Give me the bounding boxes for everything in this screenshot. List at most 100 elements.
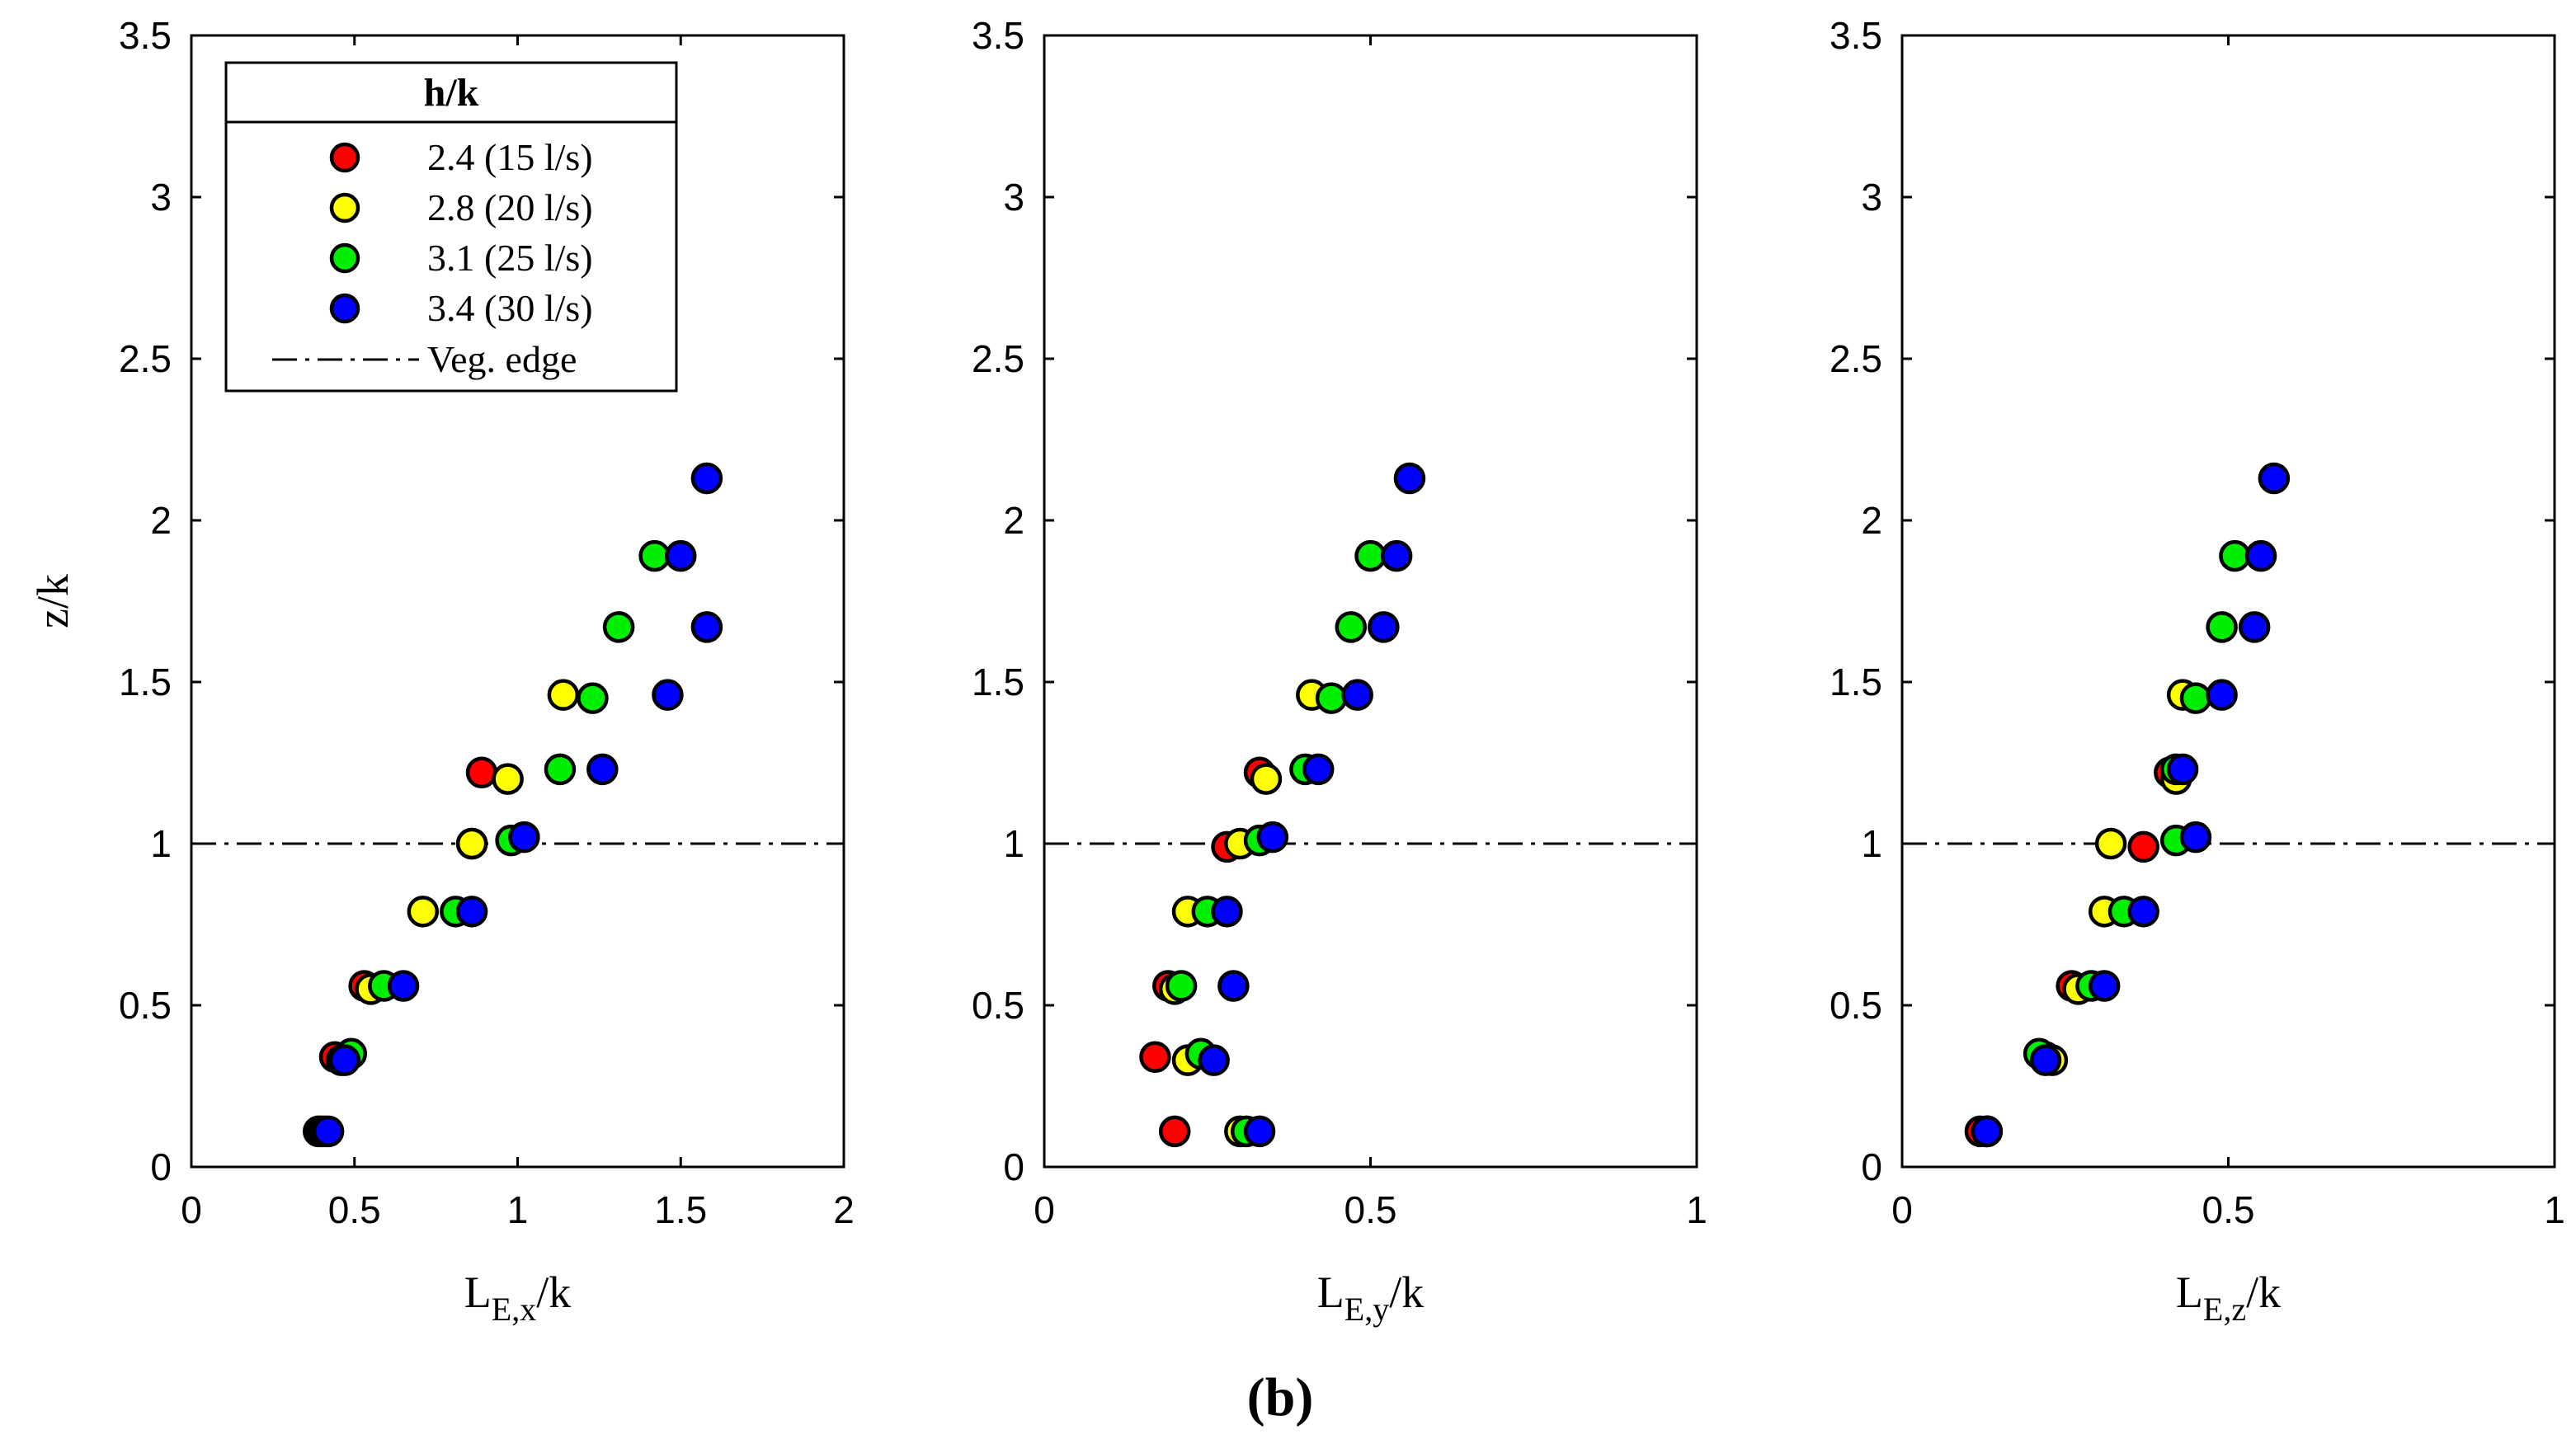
series-3.4 (30 l/s) [1198, 462, 1426, 1148]
data-point [544, 753, 577, 786]
y-tick-label: 2.5 [972, 337, 1024, 380]
y-tick-label: 3 [1861, 176, 1882, 219]
series-2.4 (15 l/s) [1964, 756, 2186, 1148]
y-tick-label: 3.5 [119, 14, 172, 57]
data-point [1158, 1115, 1191, 1148]
data-point [2127, 896, 2159, 928]
data-point [1335, 611, 1368, 643]
y-tick-label: 1 [150, 822, 172, 865]
x-tick-label: 0.5 [1345, 1188, 1397, 1231]
data-point [407, 896, 440, 928]
x-tick-label: 0 [181, 1188, 202, 1231]
x-tick-label: 0 [1034, 1188, 1055, 1231]
data-point [2094, 827, 2127, 860]
data-point [1165, 970, 1198, 1002]
data-point [2219, 539, 2251, 572]
legend-marker-3.4 [329, 293, 360, 324]
series-2.4 (15 l/s) [1139, 756, 1276, 1148]
data-point [690, 462, 723, 495]
x-axis-label: LE,y/k [1317, 1268, 1424, 1328]
x-tick-label: 1 [507, 1188, 529, 1231]
data-point [1211, 896, 1243, 928]
data-point [577, 682, 609, 714]
data-point [547, 679, 580, 711]
x-tick-label: 0.5 [2202, 1188, 2255, 1231]
data-point [328, 1044, 361, 1076]
data-point [638, 539, 671, 572]
y-tick-label: 3 [1003, 176, 1024, 219]
data-point [2166, 753, 2199, 786]
legend-entry-3.1: 3.1 (25 l/s) [427, 237, 593, 279]
data-point [455, 896, 488, 928]
data-point [2179, 682, 2212, 714]
x-tick-label: 0 [1891, 1188, 1913, 1231]
y-tick-label: 2.5 [119, 337, 172, 380]
y-tick-label: 0.5 [1830, 984, 1882, 1027]
plot-area-3 [1900, 34, 2556, 1169]
series-2.4 (15 l/s) [302, 756, 498, 1148]
legend-marker-2.8 [329, 192, 360, 223]
data-point [508, 821, 540, 854]
data-point [1217, 970, 1250, 1002]
data-point [1250, 763, 1283, 795]
data-point [665, 539, 697, 572]
y-axis-label: z/k [28, 574, 78, 628]
legend-veg-edge-label: Veg. edge [427, 338, 577, 380]
legend: h/k 2.4 (15 l/s) 2.8 (20 l/s) 3.1 (25 l/… [224, 61, 678, 393]
x-tick-label: 1.5 [654, 1188, 707, 1231]
y-tick-label: 2 [1003, 499, 1024, 542]
data-point [1139, 1041, 1171, 1073]
x-axis-label: LE,x/k [464, 1268, 571, 1328]
data-point [690, 611, 723, 643]
x-axis-label: LE,z/k [2176, 1268, 2281, 1328]
y-tick-label: 1 [1003, 822, 1024, 865]
data-point [1393, 462, 1426, 495]
y-tick-label: 0.5 [972, 984, 1024, 1027]
legend-marker-3.1 [329, 242, 360, 274]
x-tick-label: 2 [833, 1188, 855, 1231]
y-tick-label: 0.5 [119, 984, 172, 1027]
chart-panel-1: 0 0.5 1 1.5 2 0 0.5 1 1.5 2 2.5 3 3.5 LE,x/k z/k [28, 14, 855, 1328]
data-point [602, 611, 635, 643]
y-tick-label: 0 [150, 1145, 172, 1188]
x-tick-label: 1 [1686, 1188, 1707, 1231]
data-point [2244, 539, 2277, 572]
data-point [1243, 1115, 1276, 1148]
chart-panel-2: 0 0.5 1 0 0.5 1 1.5 2 2.5 3 3.5 LE,y/k [972, 14, 1707, 1328]
series-2.8 (20 l/s) [1158, 679, 1328, 1148]
data-point [1971, 1115, 2004, 1148]
data-point [1341, 679, 1373, 711]
y-tick-label: 2.5 [1830, 337, 1882, 380]
x-tick-label: 0.5 [328, 1188, 381, 1231]
data-point [2238, 611, 2271, 643]
data-point [1198, 1044, 1230, 1076]
plot-area-2 [1043, 34, 1698, 1169]
data-point [2258, 462, 2291, 495]
y-tick-label: 1.5 [972, 661, 1024, 703]
data-point [1368, 611, 1400, 643]
data-point [492, 763, 524, 795]
y-tick-label: 2 [1861, 499, 1882, 542]
data-point [586, 753, 619, 786]
data-point [1302, 753, 1335, 786]
legend-marker-2.4 [329, 142, 360, 173]
y-tick-label: 0 [1861, 1145, 1882, 1188]
x-tick-label: 1 [2544, 1188, 2565, 1231]
data-point [312, 1115, 345, 1148]
data-point [2127, 830, 2159, 863]
y-tick-label: 1.5 [119, 661, 172, 703]
legend-box [224, 61, 678, 393]
data-point [2206, 679, 2238, 711]
data-point [2029, 1044, 2062, 1076]
data-point [1380, 539, 1413, 572]
data-point [1315, 682, 1348, 714]
y-tick-label: 1.5 [1830, 661, 1882, 703]
y-tick-label: 0 [1003, 1145, 1024, 1188]
y-tick-label: 2 [150, 499, 172, 542]
y-tick-label: 1 [1861, 822, 1882, 865]
legend-entry-3.4: 3.4 (30 l/s) [427, 287, 593, 329]
legend-title: h/k [424, 71, 479, 115]
legend-entry-2.4: 2.4 (15 l/s) [427, 136, 593, 178]
y-tick-label: 3 [150, 176, 172, 219]
